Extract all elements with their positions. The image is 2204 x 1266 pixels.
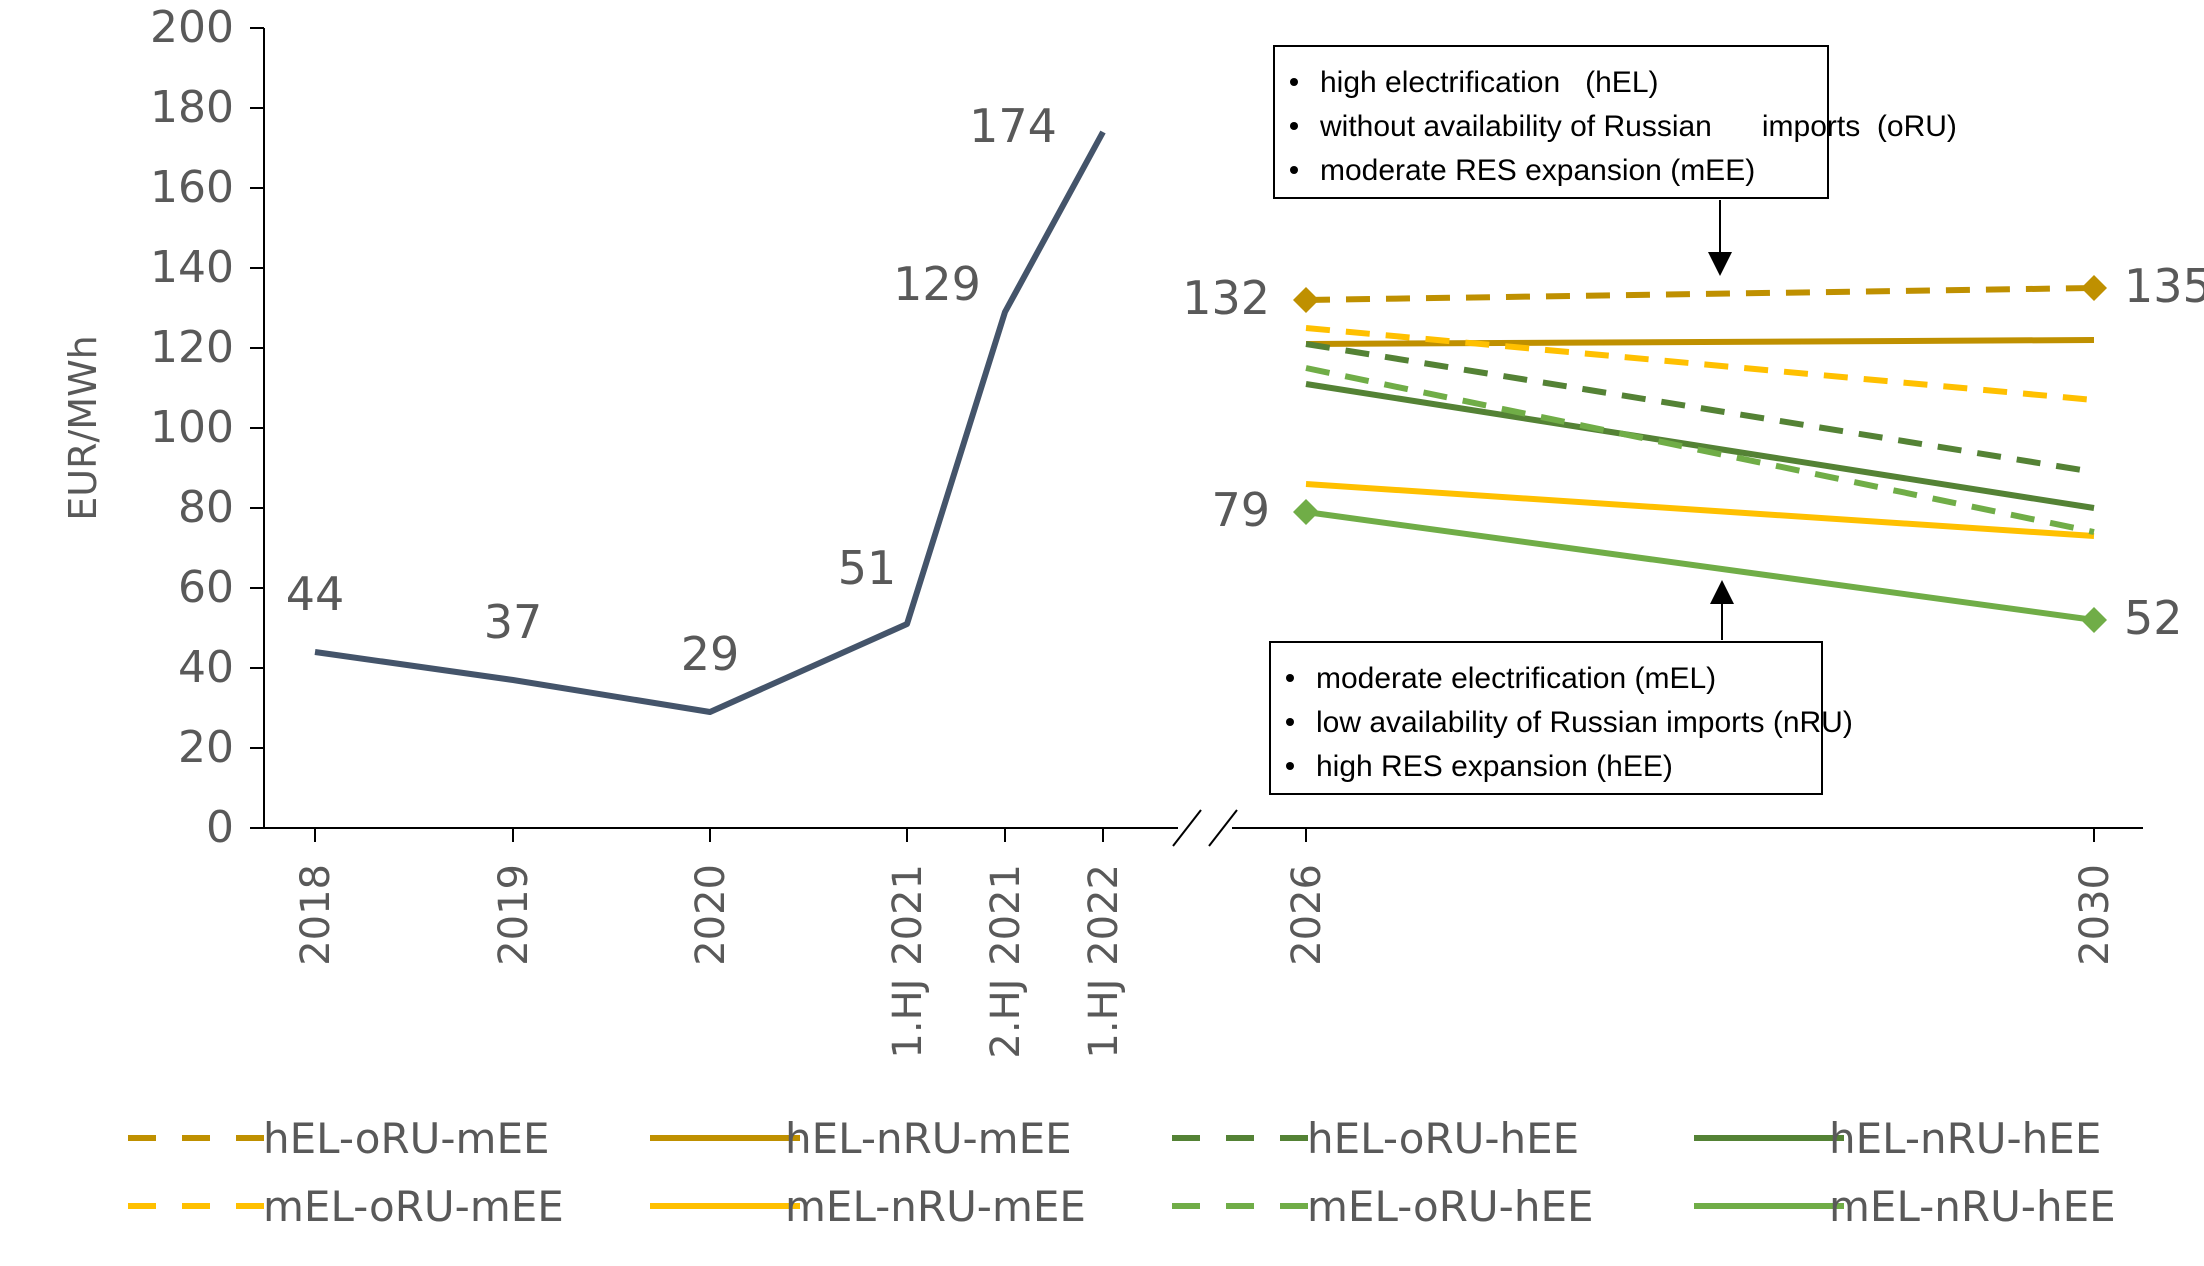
y-tick-label: 140 bbox=[150, 242, 234, 293]
axis-break-mark bbox=[1172, 809, 1202, 847]
annotation-box-lower: moderate electrification (mEL) low availa… bbox=[1269, 580, 1853, 795]
annotation-line: without availability of Russian imports … bbox=[1319, 110, 1957, 143]
x-tick-label: 2019 bbox=[491, 864, 537, 966]
legend-label: mEL-oRU-mEE bbox=[263, 1182, 564, 1231]
historical-price-line bbox=[314, 130, 1106, 715]
legend-label: hEL-nRU-hEE bbox=[1829, 1114, 2101, 1163]
y-tick-label: 20 bbox=[178, 722, 234, 773]
historical-data-label: 129 bbox=[893, 257, 981, 311]
y-axis: 0 20 40 60 80 100 120 140 160 180 200 bbox=[150, 2, 265, 853]
x-tick-label: 2020 bbox=[688, 864, 734, 966]
axis-break-mark bbox=[1208, 809, 1238, 847]
x-tick-label: 2018 bbox=[293, 864, 339, 966]
scenario-data-label: 132 bbox=[1182, 271, 1270, 325]
data-labels: 44 37 29 51 129 174 132 135 79 52 bbox=[286, 99, 2204, 681]
y-tick-label: 0 bbox=[206, 802, 234, 853]
bullet-icon bbox=[1290, 78, 1298, 86]
annotation-box-upper: high electrification (hEL) without availa… bbox=[1273, 45, 1957, 276]
scenario-marker-mEL-nRU-hEE bbox=[1293, 499, 1319, 525]
scenario-marker-mEL-nRU-hEE bbox=[2081, 607, 2107, 633]
legend-label: mEL-oRU-hEE bbox=[1307, 1182, 1594, 1231]
y-tick-label: 100 bbox=[150, 402, 234, 453]
legend-label: mEL-nRU-hEE bbox=[1829, 1182, 2116, 1231]
historical-data-label: 29 bbox=[681, 627, 740, 681]
legend-label: hEL-nRU-mEE bbox=[785, 1114, 1072, 1163]
y-tick-label: 80 bbox=[178, 482, 234, 533]
x-tick-label: 1.HJ 2022 bbox=[1081, 864, 1127, 1059]
scenario-line-hEL-oRU-hEE bbox=[1305, 341, 2095, 475]
scenario-line-hEL-nRU-mEE bbox=[1305, 337, 2095, 347]
scenario-marker-hEL-oRU-mEE bbox=[1293, 287, 1319, 313]
y-tick-label: 160 bbox=[150, 162, 234, 213]
y-axis-label: EUR/MWh bbox=[61, 335, 105, 520]
bullet-icon bbox=[1290, 166, 1298, 174]
legend-label: hEL-oRU-mEE bbox=[263, 1114, 550, 1163]
x-axis: 2018 2019 2020 1.HJ 2021 2.HJ 2021 1.HJ 2022 2… bbox=[264, 809, 2143, 1059]
historical-data-label: 44 bbox=[286, 567, 345, 621]
scenario-line-mEL-nRU-mEE bbox=[1305, 481, 2095, 539]
arrowhead-up-icon bbox=[1710, 580, 1734, 604]
y-tick-label: 40 bbox=[178, 642, 234, 693]
scenario-marker-hEL-oRU-mEE bbox=[2081, 275, 2107, 301]
scenario-line-hEL-oRU-mEE bbox=[1305, 285, 2095, 303]
bullet-icon bbox=[1286, 674, 1294, 682]
scenario-line-mEL-oRU-mEE bbox=[1305, 325, 2095, 403]
legend: hEL-oRU-mEE hEL-nRU-mEE hEL-oRU-hEE hEL-nRU… bbox=[128, 1114, 2116, 1231]
annotation-line: moderate RES expansion (mEE) bbox=[1320, 154, 1755, 187]
historical-data-label: 37 bbox=[484, 595, 543, 649]
bullet-icon bbox=[1290, 122, 1298, 130]
x-tick-label: 2.HJ 2021 bbox=[983, 864, 1029, 1059]
scenario-line-mEL-oRU-hEE bbox=[1305, 365, 2095, 535]
bullet-icon bbox=[1286, 762, 1294, 770]
scenario-line-hEL-nRU-hEE bbox=[1305, 381, 2095, 511]
annotation-box-frame bbox=[1273, 45, 1829, 199]
y-tick-label: 200 bbox=[150, 2, 234, 53]
legend-label: mEL-nRU-mEE bbox=[785, 1182, 1086, 1231]
x-tick-label: 1.HJ 2021 bbox=[885, 864, 931, 1059]
scenario-data-label: 52 bbox=[2124, 591, 2183, 645]
annotation-line: high electrification (hEL) bbox=[1320, 66, 1659, 99]
y-tick-label: 120 bbox=[150, 322, 234, 373]
x-tick-label: 2026 bbox=[1284, 864, 1330, 966]
scenario-line-mEL-nRU-hEE bbox=[1305, 509, 2095, 623]
arrowhead-down-icon bbox=[1708, 252, 1732, 276]
scenario-data-label: 135 bbox=[2124, 259, 2204, 313]
historical-data-label: 174 bbox=[969, 99, 1057, 153]
legend-label: hEL-oRU-hEE bbox=[1307, 1114, 1579, 1163]
annotation-line: moderate electrification (mEL) bbox=[1316, 662, 1716, 695]
annotation-line: high RES expansion (hEE) bbox=[1316, 750, 1673, 783]
scenario-data-label: 79 bbox=[1211, 483, 1270, 537]
x-tick-label: 2030 bbox=[2072, 864, 2118, 966]
series-layer bbox=[314, 130, 2107, 715]
y-tick-label: 60 bbox=[178, 562, 234, 613]
historical-data-label: 51 bbox=[838, 541, 897, 595]
bullet-icon bbox=[1286, 718, 1294, 726]
annotation-box-frame bbox=[1269, 641, 1823, 795]
y-tick-label: 180 bbox=[150, 82, 234, 133]
annotation-line: low availability of Russian imports (nRU… bbox=[1316, 706, 1853, 739]
